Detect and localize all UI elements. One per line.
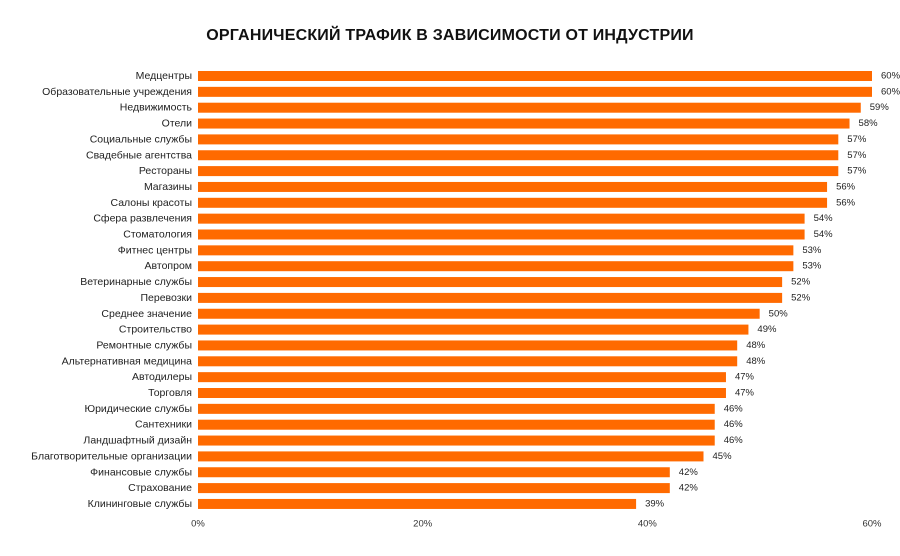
category-label: Фитнес центры [118,244,192,256]
category-labels-group: Медцентры Образовательные учреждения Недви… [31,70,192,510]
bar [198,229,805,240]
x-axis-ticks-group: 0% 20% 40% 60% [191,519,882,530]
category-label: Социальные службы [90,133,192,145]
category-label: Рестораны [139,165,192,177]
x-tick-label: 40% [638,519,658,530]
bar [198,419,715,430]
category-label: Автопром [145,260,192,272]
bar [198,498,637,509]
category-label: Торговля [148,387,192,399]
data-label: 49% [757,324,777,335]
bar [198,134,839,145]
bar [198,324,749,335]
bar [198,181,828,192]
category-label: Строительство [119,324,192,336]
bar [198,261,794,272]
data-label: 46% [724,419,744,430]
bar [198,197,828,208]
bar [198,71,872,81]
data-label: 60% [881,86,900,97]
category-label: Клининговые службы [88,498,192,510]
bar [198,292,783,303]
data-label: 42% [679,483,699,494]
chart-title: ОРГАНИЧЕСКИЙ ТРАФИК В ЗАВИСИМОСТИ ОТ ИНД… [206,27,694,44]
bars-group [198,71,872,509]
bar [198,277,783,288]
data-label: 52% [791,292,811,303]
data-label: 57% [847,150,867,161]
bar [198,467,670,478]
bar [198,102,861,113]
data-label: 46% [724,435,744,446]
x-tick-label: 0% [191,519,205,530]
category-label: Отели [162,118,192,130]
bar [198,435,715,446]
category-label: Страхование [128,482,192,494]
x-tick-label: 60% [862,519,882,530]
category-label: Сфера развлечения [93,213,192,225]
data-label: 56% [836,197,856,208]
data-label: 56% [836,181,856,192]
data-label: 58% [859,118,879,129]
category-label: Автодилеры [132,371,192,383]
bar [198,388,726,398]
category-label: Ландшафтный дизайн [83,435,192,447]
data-label: 45% [713,451,733,462]
bar [198,213,805,224]
bar [198,340,738,351]
data-label: 50% [769,308,789,319]
bar [198,451,704,462]
data-label: 57% [847,166,867,177]
data-label: 52% [791,277,811,288]
category-label: Юридические службы [84,403,192,415]
category-label: Альтернативная медицина [62,355,193,367]
bar [198,356,738,367]
data-label: 54% [814,213,834,224]
category-label: Ремонтные службы [96,339,192,351]
data-label: 47% [735,388,755,399]
data-label: 53% [802,245,822,256]
bar [198,308,760,319]
category-label: Медцентры [136,70,192,82]
x-tick-label: 20% [413,519,433,530]
category-label: Свадебные агентства [86,149,192,161]
category-label: Сантехники [135,419,192,431]
value-labels-group: 60%60%59%58%57%57%57%56%56%54%54%53%53%5… [645,71,900,510]
data-label: 46% [724,403,744,414]
data-label: 48% [746,340,766,351]
bar [198,372,726,383]
bar [198,403,715,414]
data-label: 60% [881,71,900,82]
bar [198,150,839,161]
data-label: 54% [814,229,834,240]
category-label: Недвижимость [120,102,193,114]
bar [198,166,839,177]
category-label: Среднее значение [101,308,192,320]
data-label: 47% [735,372,755,383]
category-label: Магазины [144,181,192,193]
data-label: 59% [870,102,890,113]
category-label: Финансовые службы [90,466,192,478]
data-label: 48% [746,356,766,367]
bar [198,245,794,256]
data-label: 57% [847,134,867,145]
category-label: Ветеринарные службы [80,276,192,288]
category-label: Салоны красоты [111,197,193,209]
category-label: Стоматология [123,229,192,241]
data-label: 42% [679,467,699,478]
category-label: Образовательные учреждения [42,86,192,98]
data-label: 53% [802,261,822,272]
data-label: 39% [645,498,665,509]
bar [198,118,850,129]
bar [198,483,670,494]
category-label: Перевозки [140,292,192,304]
bar [198,86,872,97]
category-label: Благотворительные организации [31,450,192,462]
